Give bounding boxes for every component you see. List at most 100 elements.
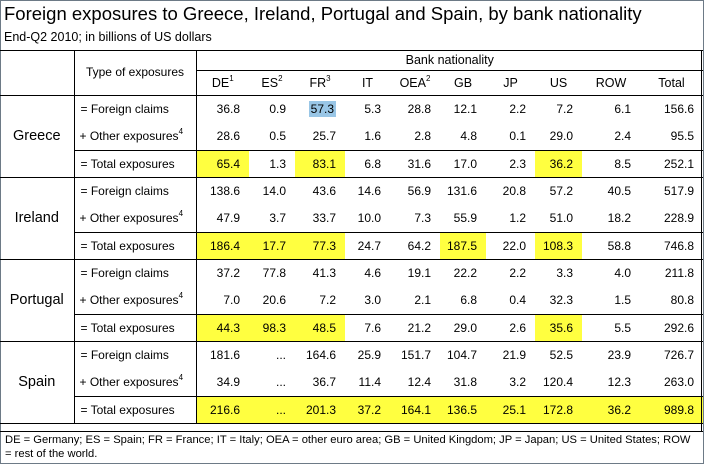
row-label: + Other exposures4 [74, 204, 197, 232]
value-cell: 7.6 [345, 313, 390, 341]
value-text: 23.9 [607, 347, 631, 362]
value-cell: 8.5 [582, 149, 640, 177]
value-cell: 228.9 [640, 204, 703, 232]
value-cell: 186.4 [196, 231, 249, 259]
table-row: = Total exposures 186.4 17.7 77.3 24.7 64.2 18… [0, 231, 704, 259]
value-cell: 33.7 [295, 204, 345, 232]
table-row: Greece = Foreign claims 36.8 0.9 57.3 5.3 28.8… [0, 95, 703, 178]
value-cell: 2.3 [486, 149, 535, 177]
value-cell: 32.3 [535, 286, 582, 314]
row-label-text: = Total exposures [80, 156, 175, 171]
value-cell: 1.6 [345, 122, 390, 150]
row-label: = Foreign claims [74, 341, 197, 368]
column-header-es: ES2 [249, 70, 295, 96]
row-label: = Total exposures [74, 149, 197, 177]
value-text: 18.2 [607, 210, 631, 225]
value-cell: 36.2 [582, 395, 640, 423]
value-text: 104.7 [446, 347, 477, 362]
value-text: 31.6 [407, 156, 431, 171]
row-label-text: = Total exposures [80, 402, 175, 417]
value-cell: 2.1 [390, 286, 440, 314]
value-text: 228.9 [663, 210, 695, 225]
value-cell: 164.1 [390, 395, 440, 423]
value-text: 136.5 [446, 402, 477, 417]
value-cell: 0.9 [249, 95, 295, 122]
value-text: 517.9 [663, 183, 695, 198]
value-text: 35.6 [549, 320, 573, 335]
footnote-marker: 2 [278, 73, 283, 83]
value-cell: 31.8 [440, 368, 486, 396]
value-text: 14.0 [262, 183, 286, 198]
value-text: 3.0 [364, 292, 381, 307]
value-text: 36.2 [549, 156, 573, 171]
column-header-label: US [549, 75, 568, 90]
table-body: Greece = Foreign claims 36.8 0.9 57.3 5.3 28.8… [0, 95, 704, 424]
row-label: + Other exposures4 [74, 122, 197, 150]
value-text: 10.0 [357, 210, 381, 225]
table-row: Spain = Foreign claims 181.6... 164.6 25.9 15… [0, 341, 703, 424]
value-cell: 0.5 [249, 122, 295, 150]
footnote-marker: 4 [178, 372, 184, 382]
row-label: = Total exposures [74, 395, 197, 423]
value-cell: 131.6 [440, 177, 486, 204]
value-text: 98.3 [262, 320, 286, 335]
value-cell: 22.0 [486, 231, 535, 259]
value-text: 12.3 [607, 374, 631, 389]
value-text: 57.2 [549, 183, 573, 198]
value-text: 25.1 [502, 402, 526, 417]
value-cell: 120.4 [535, 368, 582, 396]
value-cell: 14.6 [345, 177, 390, 204]
column-header-label: FR [309, 75, 327, 90]
value-text: 22.0 [502, 238, 526, 253]
value-cell: 104.7 [440, 341, 486, 368]
value-text: 3.3 [556, 265, 573, 280]
value-cell: 19.1 [390, 259, 440, 286]
value-cell: 3.3 [535, 259, 582, 286]
value-cell: 3.0 [345, 286, 390, 314]
footnote-marker: 2 [425, 73, 431, 83]
value-cell: 77.3 [295, 231, 345, 259]
value-text: 1.3 [269, 156, 286, 171]
row-label-text: + Other exposures [79, 210, 179, 225]
footnote-marker: 4 [178, 290, 184, 300]
column-header-label: Total [658, 75, 685, 90]
value-cell: 201.3 [295, 395, 345, 423]
value-text: 40.5 [607, 183, 631, 198]
row-label-text: + Other exposures [79, 374, 179, 389]
value-text: 164.1 [400, 402, 431, 417]
value-cell: 64.2 [390, 231, 440, 259]
value-text: 2.1 [414, 292, 431, 307]
value-cell: ... [249, 341, 295, 368]
row-label: = Foreign claims [74, 177, 197, 204]
value-text: 0.5 [269, 128, 286, 143]
value-text: 56.9 [407, 183, 431, 198]
value-cell: 20.6 [249, 286, 295, 314]
value-cell: 164.6 [295, 341, 345, 368]
value-cell: 17.0 [440, 149, 486, 177]
value-cell: 37.2 [196, 259, 249, 286]
value-text: 33.7 [312, 210, 336, 225]
value-cell: 25.7 [295, 122, 345, 150]
value-cell: 29.0 [535, 122, 582, 150]
value-text: 2.2 [509, 265, 526, 280]
column-header-label: IT [361, 75, 374, 90]
value-text: 32.3 [549, 292, 573, 307]
value-cell: 108.3 [535, 231, 582, 259]
value-text: 120.4 [542, 374, 573, 389]
value-cell: 18.2 [582, 204, 640, 232]
value-cell: 43.6 [295, 177, 345, 204]
value-text: 31.8 [453, 374, 477, 389]
value-cell: ... [249, 395, 295, 423]
row-label: + Other exposures4 [74, 368, 197, 396]
value-cell: 56.9 [390, 177, 440, 204]
value-cell: 12.1 [440, 95, 486, 122]
value-cell: 83.1 [295, 149, 345, 177]
value-text: 726.7 [663, 347, 695, 362]
value-text: 1.5 [614, 292, 631, 307]
row-label-text: = Foreign claims [80, 101, 169, 116]
country-label-ireland: Ireland [0, 177, 75, 260]
row-label: = Foreign claims [74, 95, 197, 122]
value-text: 8.5 [614, 156, 631, 171]
value-text: 37.2 [216, 265, 240, 280]
footnote: DE = Germany; ES = Spain; FR = France; I… [5, 434, 691, 460]
